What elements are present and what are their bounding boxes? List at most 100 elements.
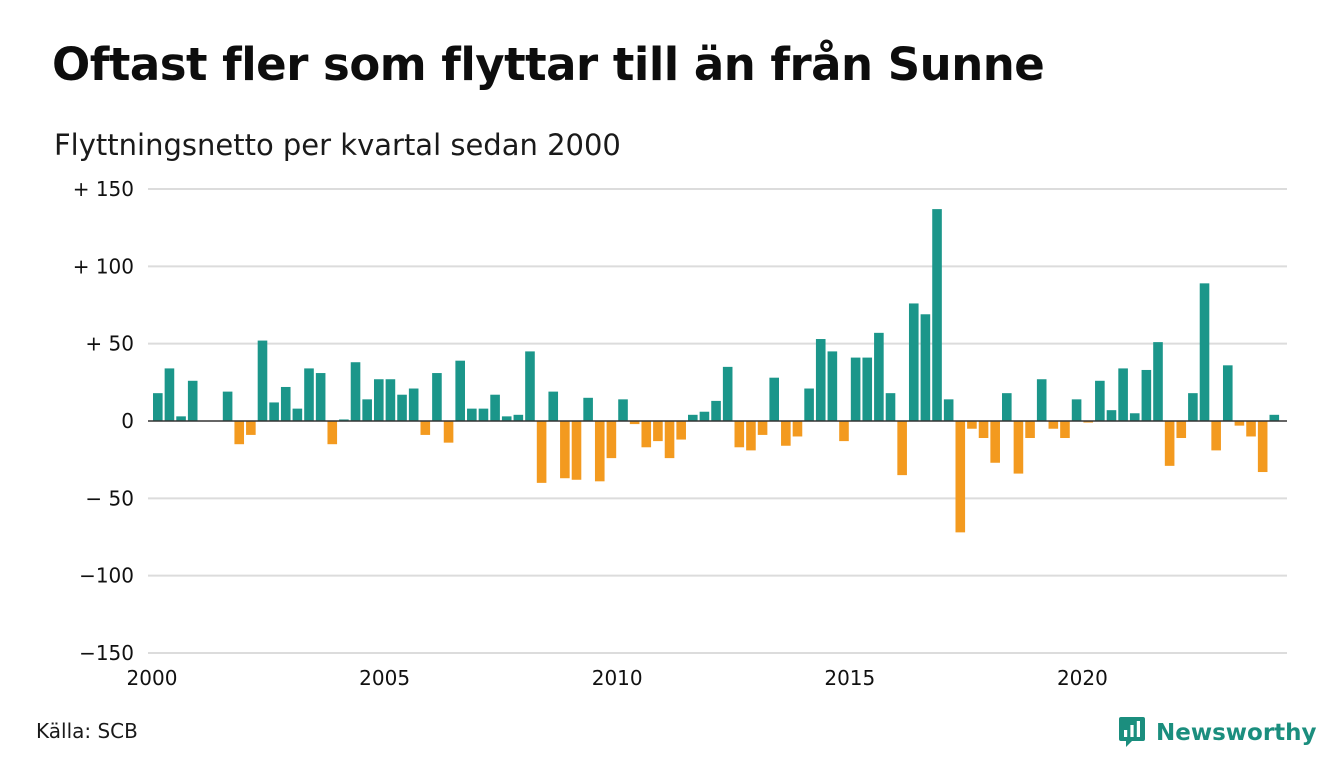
bar [990,421,1000,463]
bar [769,377,779,421]
bar [1025,421,1035,439]
bar [1211,421,1221,451]
bar [641,421,652,448]
bar [594,421,605,482]
bar [583,397,593,421]
bar [292,408,303,421]
bar [222,391,233,421]
x-tick-label: 2000 [127,666,178,690]
bar [164,368,175,421]
bar [1071,399,1082,421]
bar [629,421,640,425]
bar [757,421,768,435]
bar [246,421,256,435]
bar [676,421,686,440]
bar [1129,413,1140,421]
chart-bubble-icon [1119,717,1145,747]
bar [1188,393,1198,421]
bar [897,421,907,476]
bar [153,393,163,421]
bar [513,414,524,421]
bar [1036,379,1047,421]
bar [618,399,628,421]
bar [920,314,931,421]
bar [1002,393,1012,421]
bar [1013,421,1024,474]
bar [1257,421,1268,473]
bar [792,421,803,437]
x-tick-label: 2015 [824,666,875,690]
bar [711,400,721,421]
bar [397,394,407,421]
y-tick-label: + 100 [73,254,134,278]
bar [664,421,675,459]
bar [653,421,663,442]
bar [967,421,977,429]
bar [1269,414,1280,421]
bar [804,388,814,421]
bar [688,414,698,421]
bar [1234,421,1245,426]
bar [478,408,489,421]
y-tick-label: + 50 [85,332,134,356]
bar [501,416,512,421]
bar [955,421,966,533]
chart-subtitle: Flyttningsnetto per kvartal sedan 2000 [54,128,621,162]
bar [385,379,396,421]
bar [257,340,268,421]
bar [722,366,733,421]
bar [815,339,826,421]
bar [304,368,314,421]
bar [1083,421,1094,423]
bar [746,421,756,451]
bar [781,421,791,446]
bar [874,332,884,421]
bar [455,360,465,421]
bar [1048,421,1059,429]
x-tick-label: 2010 [592,666,643,690]
bar [187,380,198,421]
bar [327,421,338,445]
bar [350,362,361,421]
bar [1199,283,1210,421]
bar [315,373,326,421]
y-tick-label: + 150 [73,177,134,201]
bar [1153,342,1163,421]
bar [339,419,349,421]
source-label: Källa: SCB [36,719,138,743]
bar [420,421,431,435]
bar [1060,421,1070,439]
bar [827,351,838,421]
bar [525,351,535,421]
bar [1246,421,1256,437]
y-axis-ticks: + 150 + 100 + 50 0 − 50 −100 −150 [73,177,134,665]
bar [734,421,745,448]
x-axis-ticks: 2000 2005 2010 2015 2020 [127,666,1108,690]
y-tick-label: −100 [79,564,134,588]
bar [1176,421,1187,439]
bar [606,421,617,459]
bar [1222,365,1233,421]
chart-title: Oftast fler som flyttar till än från Sun… [52,38,1045,91]
bar [932,209,942,421]
bar [362,399,372,421]
bar [699,411,710,421]
bar [1164,421,1175,466]
bar [269,402,279,421]
bar [536,421,547,483]
bar [885,393,896,421]
bar [1106,410,1117,421]
bar [373,379,384,421]
bar [234,421,245,445]
y-tick-label: −150 [79,641,134,665]
brand-logo: Newsworthy [1118,715,1317,751]
bar [1095,380,1105,421]
gridlines [148,188,1287,654]
bar [467,408,477,421]
bar [1118,368,1128,421]
bar [839,421,849,442]
bar [862,357,873,421]
bar [432,373,442,421]
bar [490,394,500,421]
